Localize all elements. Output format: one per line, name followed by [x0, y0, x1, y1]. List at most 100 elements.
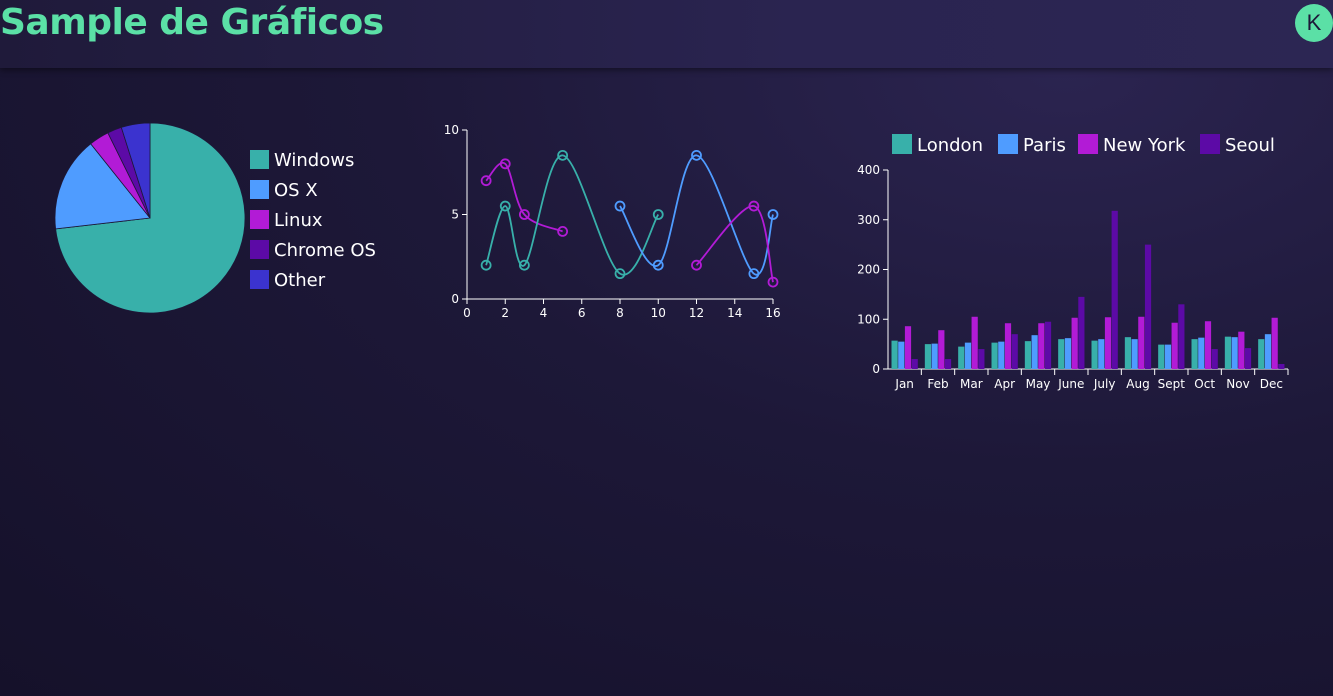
y-tick-label: 5 [451, 208, 459, 222]
y-tick-label: 0 [872, 362, 880, 376]
data-point [691, 149, 702, 161]
series-line-0 [485, 161, 563, 233]
data-point [499, 158, 511, 170]
data-point [691, 259, 702, 271]
bar-london-nov [1224, 336, 1232, 369]
data-point [480, 175, 492, 187]
data-point [748, 268, 760, 280]
bar-new-york-apr [1004, 323, 1012, 369]
bar-paris-feb [931, 343, 938, 369]
avatar[interactable]: K [1295, 4, 1333, 42]
x-tick-label: 6 [578, 306, 586, 320]
bar-seoul-july [1111, 210, 1118, 369]
bar-seoul-apr [1011, 334, 1018, 369]
legend-label-os-x: OS X [274, 180, 318, 201]
legend-swatch-os-x [250, 180, 269, 199]
bar-new-york-may [1038, 323, 1045, 369]
legend-swatch-windows [250, 150, 269, 169]
bar-paris-june [1064, 338, 1072, 369]
bar-paris-sept [1164, 344, 1172, 369]
y-tick-label: 10 [444, 123, 459, 137]
y-tick-label: 200 [857, 263, 880, 277]
legend-label-new-york: New York [1103, 135, 1186, 156]
bar-paris-apr [998, 341, 1005, 369]
data-point [557, 226, 569, 237]
x-tick-label: 10 [651, 306, 666, 320]
x-tick-label-july: July [1093, 377, 1116, 391]
legend-label-seoul: Seoul [1225, 135, 1275, 156]
bar-seoul-may [1044, 321, 1052, 369]
legend-swatch-london [892, 134, 912, 154]
legend-label-chrome-os: Chrome OS [274, 240, 376, 261]
bar-new-york-feb [938, 330, 945, 369]
x-tick-label: 4 [540, 306, 548, 320]
x-tick-label: 0 [463, 306, 471, 320]
data-point [614, 268, 626, 280]
data-point [480, 259, 492, 271]
legend-label-other: Other [274, 270, 326, 291]
y-tick-label: 0 [451, 292, 459, 306]
bar-london-june [1058, 339, 1065, 369]
pie-chart: Windows OS X Linux Chrome OS Other [54, 122, 376, 314]
x-tick-label: 12 [689, 306, 704, 320]
legend-label-london: London [917, 135, 983, 156]
y-tick-label: 100 [857, 312, 880, 326]
bar-london-mar [958, 346, 965, 369]
line-chart: 0 2 4 6 8 10 12 14 16 0 5 10 [444, 123, 781, 320]
bar-new-york-oct [1204, 321, 1212, 369]
data-point [652, 259, 664, 271]
x-tick-label-nov: Nov [1226, 377, 1249, 391]
x-tick-label-dec: Dec [1260, 377, 1283, 391]
legend-label-windows: Windows [274, 150, 354, 171]
data-point [499, 200, 511, 212]
x-tick-label-mar: Mar [960, 377, 983, 391]
bar-seoul-feb [944, 359, 952, 369]
bar-london-jan [891, 340, 898, 369]
bar-new-york-sept [1171, 322, 1178, 369]
legend-swatch-linux [250, 210, 269, 229]
bar-new-york-nov [1238, 331, 1245, 369]
x-tick-label: 16 [765, 306, 780, 320]
bar-new-york-july [1104, 317, 1112, 369]
x-tick-label-jan: Jan [894, 377, 914, 391]
legend-label-linux: Linux [274, 210, 323, 231]
legend-label-paris: Paris [1023, 135, 1066, 156]
bar-paris-jan [898, 341, 905, 369]
bar-seoul-june [1078, 296, 1085, 369]
x-tick-label-june: June [1057, 377, 1084, 391]
bar-seoul-oct [1211, 349, 1218, 369]
data-point [767, 276, 779, 288]
series-line-2 [619, 154, 774, 276]
legend-swatch-chrome-os [250, 240, 269, 259]
bar-seoul-sept [1178, 304, 1185, 369]
bar-paris-aug [1131, 339, 1138, 369]
bar-paris-dec [1264, 334, 1272, 369]
x-tick-label-aug: Aug [1126, 377, 1149, 391]
x-tick-label-apr: Apr [994, 377, 1015, 391]
bar-new-york-mar [971, 316, 978, 369]
legend-swatch-new-york [1078, 134, 1098, 154]
bar-london-sept [1158, 344, 1165, 369]
x-tick-label-oct: Oct [1194, 377, 1215, 391]
bar-london-may [1024, 341, 1032, 369]
legend-swatch-seoul [1200, 134, 1220, 154]
x-tick-label-may: May [1026, 377, 1051, 391]
bar-seoul-aug [1144, 244, 1152, 369]
bar-london-oct [1191, 339, 1198, 369]
series-line-3 [695, 205, 774, 283]
bar-new-york-dec [1271, 317, 1278, 369]
bar-new-york-jan [904, 326, 912, 369]
bar-seoul-jan [911, 359, 918, 369]
bar-london-aug [1124, 337, 1132, 369]
bar-london-july [1091, 340, 1098, 369]
bar-london-feb [924, 344, 932, 369]
bar-new-york-june [1071, 317, 1078, 369]
data-point [767, 209, 779, 220]
bar-paris-may [1031, 335, 1038, 369]
x-tick-label-sept: Sept [1158, 377, 1186, 391]
bar-seoul-nov [1244, 348, 1252, 369]
bar-chart: London Paris New York Seoul 0 100 200 300 400 Jan… [857, 134, 1289, 391]
y-tick-label: 400 [857, 163, 880, 177]
y-tick-label: 300 [857, 213, 880, 227]
bar-paris-oct [1198, 337, 1205, 369]
